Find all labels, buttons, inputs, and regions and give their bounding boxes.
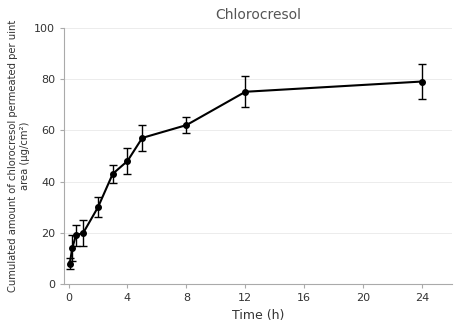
Y-axis label: Cumulated amount of chlorocresol permeated per uint
area (μg/cm²): Cumulated amount of chlorocresol permeat… — [8, 20, 30, 292]
Title: Chlorocresol: Chlorocresol — [214, 8, 300, 22]
X-axis label: Time (h): Time (h) — [231, 309, 284, 322]
